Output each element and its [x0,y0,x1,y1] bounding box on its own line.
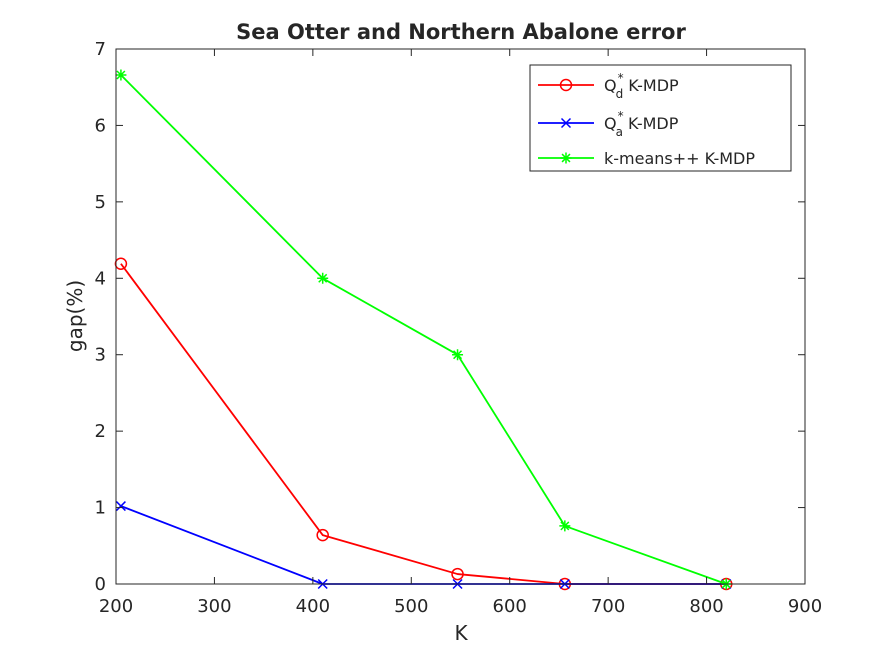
x-tick-label: 300 [197,596,231,617]
y-tick-label: 5 [95,192,106,213]
x-tick-label: 400 [296,596,330,617]
data-point-2-3 [559,520,571,532]
x-tick-label: 800 [689,596,723,617]
legend-label-base: Q [604,114,617,133]
legend-label-sub: d [616,87,624,101]
legend-label-sup: * [618,71,624,85]
legend-entry-0: Q* d K-MDP [538,71,679,101]
x-tick-label: 600 [493,596,527,617]
data-point-0-2 [451,567,464,581]
y-tick-label: 3 [95,345,106,366]
y-axis-label: gap(%) [63,280,87,352]
x-axis-label: K [454,621,468,645]
y-tick-label: 0 [95,574,106,595]
chart-title: Sea Otter and Northern Abalone error [236,20,686,44]
legend-entry-1: Q* a K-MDP [538,109,679,139]
data-point-0-0 [114,257,128,271]
x-tick-label: 500 [394,596,428,617]
y-tick-label: 7 [95,39,106,60]
legend-label-0: Q* d K-MDP [604,71,679,101]
legend-label-rest: K-MDP [623,76,679,95]
legend-marker-2 [560,152,572,164]
y-tick-label: 2 [95,421,106,442]
legend-entry-2: k-means++ K-MDP [538,149,755,168]
y-tick-label: 4 [95,268,106,289]
legend-label-2: k-means++ K-MDP [604,149,755,168]
legend-box [529,64,792,172]
legend-label-base: k-means++ K-MDP [604,149,755,168]
y-tick-label: 6 [95,115,106,136]
legend-label-1: Q* a K-MDP [604,109,679,139]
x-tick-label: 700 [591,596,625,617]
tick-layer: 200 300 400 500 600 700 800 900 0 1 2 3 4 5 6 7 [95,39,823,617]
data-point-2-0 [115,69,127,81]
data-point-2-1 [317,272,329,284]
legend-marker-0 [559,78,573,92]
plot-frame [115,48,806,585]
x-tick-label: 200 [99,596,133,617]
legend-label-sub: a [616,125,623,139]
data-point-1-0 [115,501,126,512]
legend-label-sup: * [618,109,624,123]
data-point-0-1 [316,528,329,542]
x-tick-label: 900 [788,596,822,617]
legend-label-base: Q [604,76,617,95]
legend-marker-1 [560,117,572,129]
data-point-2-2 [452,349,464,361]
y-tick-label: 1 [95,498,106,519]
legend-label-rest: K-MDP [623,114,679,133]
